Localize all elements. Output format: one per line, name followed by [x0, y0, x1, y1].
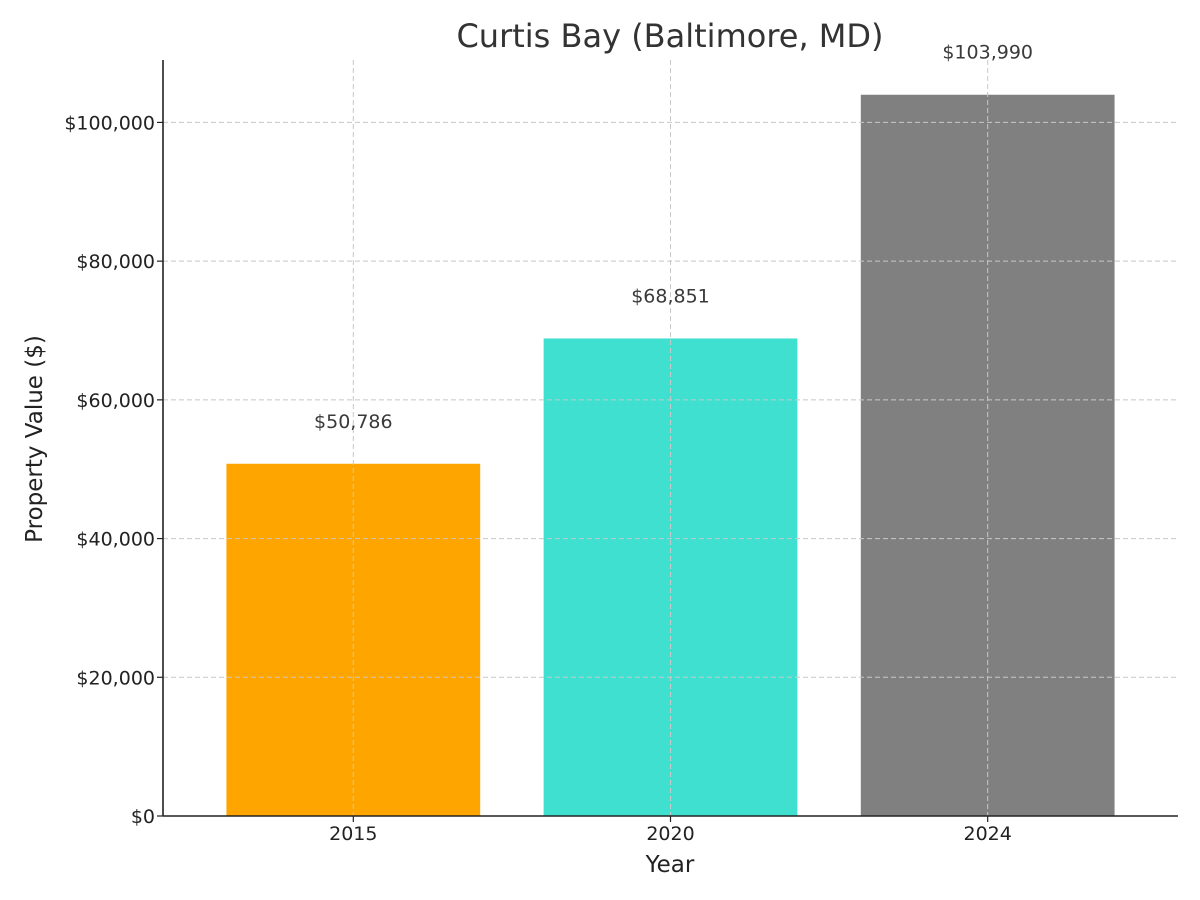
- y-tick-label: $40,000: [76, 529, 155, 551]
- bar-value-label: $68,851: [631, 285, 710, 307]
- y-tick-label: $100,000: [64, 112, 155, 134]
- x-tick-label: 2015: [329, 823, 377, 845]
- y-tick-label: $20,000: [76, 667, 155, 689]
- labels-layer: $0 $20,000 $40,000 $60,000 $80,000 $100,000 20…: [64, 42, 1033, 845]
- x-tick-label: 2020: [646, 823, 694, 845]
- x-tick-label: 2024: [964, 823, 1012, 845]
- grid-layer: [163, 60, 1178, 817]
- axes-layer: [157, 60, 1178, 822]
- y-tick-label: $0: [131, 806, 155, 828]
- bar-value-label: $50,786: [314, 411, 393, 433]
- y-tick-label: $60,000: [76, 390, 155, 412]
- y-axis-label: Property Value ($): [22, 335, 48, 543]
- bars-layer: [226, 94, 1115, 816]
- bar-value-label: $103,990: [942, 42, 1033, 64]
- y-tick-label: $80,000: [76, 251, 155, 273]
- x-axis-label: Year: [645, 852, 695, 878]
- chart-title: Curtis Bay (Baltimore, MD): [456, 17, 883, 55]
